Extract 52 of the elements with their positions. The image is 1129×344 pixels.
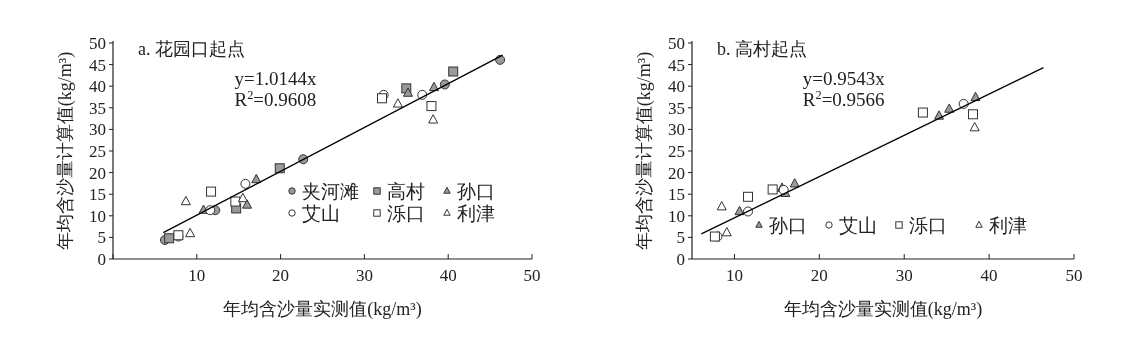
x-tick-label: 10 [725, 266, 743, 285]
legend-label: 艾山 [839, 215, 877, 236]
chart-title: a. 花园口起点 [138, 39, 245, 59]
y-tick-label: 0 [97, 250, 106, 269]
legend-label: 孙口 [769, 215, 807, 236]
x-tick-label: 10 [188, 266, 206, 285]
y-tick-label: 45 [89, 55, 106, 75]
y-axis-title: 年均含沙量计算值(kg/m³) [55, 51, 76, 251]
y-tick-label: 20 [668, 163, 685, 183]
y-tick-label: 30 [89, 120, 106, 140]
x-tick-label: 40 [439, 266, 457, 285]
y-tick-label: 5 [97, 228, 106, 248]
x-axis-title: 年均含沙量实测值(kg/m³) [783, 299, 983, 320]
annotation: R$^{2}$=0.9608 [234, 88, 317, 110]
annotation: y=0.9543x [802, 68, 886, 89]
y-tick-label: 25 [668, 142, 685, 161]
legend-label: 高村 [387, 181, 425, 202]
x-tick-label: 30 [355, 266, 373, 285]
y-tick-label: 0 [676, 250, 685, 269]
annotation: y=1.0144x [234, 68, 317, 89]
y-tick-label: 25 [89, 142, 106, 161]
y-tick-label: 15 [668, 185, 685, 205]
chart-title: b. 高村起点 [717, 39, 807, 59]
legend-label: 孙口 [457, 181, 495, 202]
x-tick-label: 50 [523, 266, 541, 285]
y-tick-label: 5 [676, 228, 685, 248]
legend-label: 利津 [457, 203, 495, 224]
y-tick-label: 35 [89, 98, 106, 118]
y-axis-title: 年均含沙量计算值(kg/m³) [634, 51, 655, 251]
legend-label: 泺口 [909, 215, 947, 236]
y-tick-label: 45 [668, 55, 685, 75]
legend-label: 泺口 [387, 203, 425, 224]
y-tick-label: 40 [668, 77, 685, 97]
y-tick-label: 30 [668, 120, 685, 140]
legend-label: 利津 [989, 215, 1027, 236]
y-tick-label: 40 [89, 77, 106, 97]
x-tick-label: 30 [895, 266, 913, 285]
legend-label: 夹河滩 [302, 181, 359, 202]
x-tick-label: 20 [272, 266, 290, 285]
x-tick-label: 40 [980, 266, 998, 285]
y-tick-label: 10 [668, 206, 685, 226]
y-tick-label: 50 [89, 34, 106, 53]
x-axis-title: 年均含沙量实测值(kg/m³) [223, 299, 422, 320]
annotation: R$^{2}$=0.9566 [802, 88, 885, 110]
y-tick-label: 10 [89, 206, 106, 226]
y-tick-label: 15 [89, 185, 106, 205]
y-tick-label: 50 [668, 34, 685, 53]
legend-label: 艾山 [302, 203, 340, 224]
y-tick-label: 20 [89, 163, 106, 183]
x-tick-label: 20 [810, 266, 828, 285]
x-tick-label: 50 [1065, 266, 1083, 285]
y-tick-label: 35 [668, 98, 685, 118]
